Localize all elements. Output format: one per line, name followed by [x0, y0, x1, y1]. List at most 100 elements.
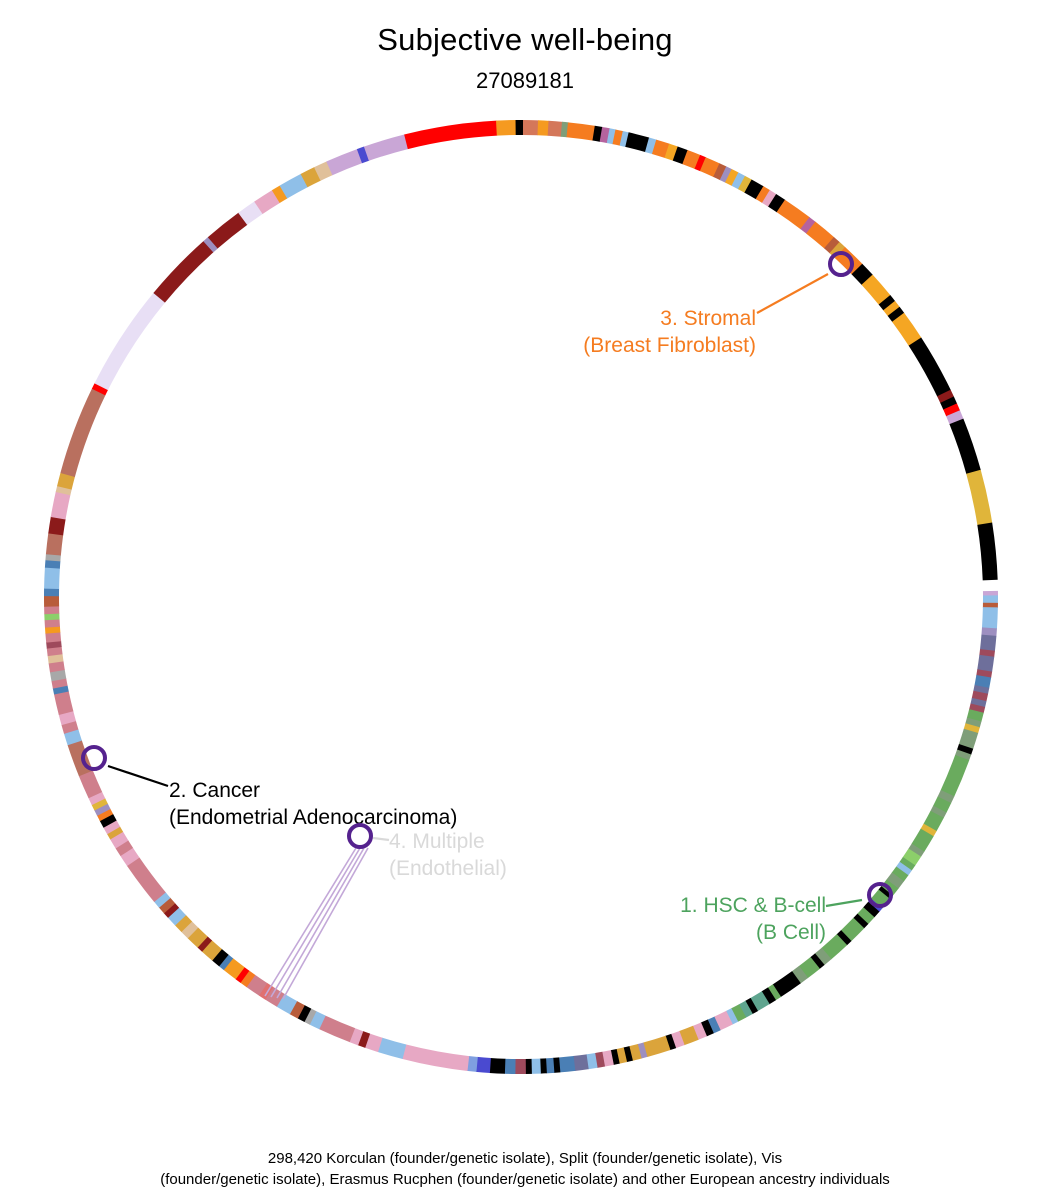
ring-segment[interactable] — [891, 866, 909, 882]
ring-segment[interactable] — [665, 1033, 677, 1051]
ring-segment[interactable] — [99, 813, 117, 828]
ring-segment[interactable] — [44, 605, 60, 615]
ring-segment[interactable] — [836, 930, 852, 946]
ring-segment[interactable] — [810, 953, 825, 970]
ring-segment[interactable] — [364, 1033, 383, 1053]
ring-segment[interactable] — [940, 755, 970, 797]
ring-segment[interactable] — [592, 125, 603, 142]
ring-segment[interactable] — [235, 966, 250, 983]
ring-segment[interactable] — [737, 175, 753, 193]
ring-segment[interactable] — [707, 1016, 721, 1034]
ring-segment[interactable] — [800, 217, 816, 234]
ring-segment[interactable] — [78, 770, 103, 799]
ring-segment[interactable] — [91, 382, 109, 396]
ring-segment[interactable] — [977, 654, 995, 673]
ring-segment[interactable] — [791, 965, 809, 984]
ring-segment[interactable] — [47, 653, 64, 664]
ring-segment[interactable] — [887, 306, 905, 323]
ring-segment[interactable] — [504, 1058, 516, 1074]
ring-segment[interactable] — [878, 295, 896, 311]
ring-segment[interactable] — [853, 913, 869, 929]
ring-segment[interactable] — [974, 675, 992, 689]
ring-segment[interactable] — [908, 843, 925, 858]
ring-segment[interactable] — [50, 491, 71, 520]
ring-segment[interactable] — [863, 901, 880, 918]
ring-segment[interactable] — [806, 221, 835, 249]
ring-segment[interactable] — [692, 1022, 707, 1040]
ring-segment[interactable] — [238, 201, 264, 225]
ring-segment[interactable] — [404, 120, 498, 150]
ring-segment[interactable] — [120, 847, 140, 867]
ring-segment[interactable] — [824, 236, 840, 254]
ring-segment[interactable] — [94, 803, 111, 816]
ring-segment[interactable] — [44, 626, 61, 634]
ring-segment[interactable] — [297, 1005, 312, 1023]
ring-segment[interactable] — [466, 1056, 478, 1072]
ring-segment[interactable] — [106, 826, 124, 840]
ring-segment[interactable] — [966, 469, 993, 526]
ring-segment[interactable] — [573, 1054, 589, 1071]
ring-segment[interactable] — [930, 805, 947, 819]
annotation-3[interactable]: 3. Stromal (Breast Fibroblast) — [583, 251, 854, 357]
ring-segment[interactable] — [203, 236, 219, 253]
annotation-4[interactable]: 4. Multiple (Endothelial) — [264, 823, 507, 1000]
ring-segment[interactable] — [768, 193, 786, 213]
ring-segment[interactable] — [982, 595, 999, 604]
ring-segment[interactable] — [314, 161, 333, 181]
ring-segment[interactable] — [943, 403, 961, 417]
ring-segment[interactable] — [545, 1057, 555, 1074]
annotation-1[interactable]: 1. HSC & B-cell (B Cell) — [680, 882, 893, 944]
ring-segment[interactable] — [44, 588, 60, 597]
ring-segment[interactable] — [731, 172, 746, 190]
ring-segment[interactable] — [558, 1056, 576, 1073]
ring-segment[interactable] — [109, 831, 129, 849]
ring-segment[interactable] — [566, 122, 596, 141]
ring-segment[interactable] — [496, 120, 517, 136]
ring-segment[interactable] — [300, 167, 322, 188]
ring-segment[interactable] — [525, 1058, 532, 1074]
ring-segment[interactable] — [902, 848, 922, 866]
annotation-2[interactable]: 2. Cancer (Endometrial Adenocarcinoma) — [81, 745, 457, 829]
ring-segment[interactable] — [560, 121, 569, 138]
ring-segment[interactable] — [91, 798, 108, 811]
ring-segment[interactable] — [586, 1053, 598, 1070]
ring-segment[interactable] — [48, 660, 65, 673]
ring-segment[interactable] — [163, 903, 180, 918]
ring-segment[interactable] — [279, 173, 309, 199]
ring-segment[interactable] — [53, 690, 74, 716]
ring-segment[interactable] — [94, 292, 166, 391]
ring-segment[interactable] — [197, 936, 213, 952]
ring-segment[interactable] — [475, 1056, 491, 1073]
ring-segment[interactable] — [899, 856, 916, 871]
ring-segment[interactable] — [776, 199, 810, 230]
ring-segment[interactable] — [911, 828, 934, 853]
ring-segment[interactable] — [46, 646, 63, 657]
ring-segment[interactable] — [515, 120, 524, 136]
ring-segment[interactable] — [979, 649, 995, 658]
ring-segment[interactable] — [923, 810, 944, 832]
ring-segment[interactable] — [45, 532, 64, 556]
ring-segment[interactable] — [725, 1008, 739, 1025]
ring-segment[interactable] — [599, 126, 611, 144]
ring-segment[interactable] — [167, 907, 187, 926]
ring-segment[interactable] — [963, 723, 980, 734]
ring-segment[interactable] — [88, 791, 106, 806]
ring-segment[interactable] — [895, 861, 912, 876]
ring-segment[interactable] — [965, 717, 982, 728]
ring-segment[interactable] — [489, 1057, 506, 1074]
ring-segment[interactable] — [46, 640, 62, 649]
ring-segment[interactable] — [174, 914, 193, 933]
ring-segment[interactable] — [357, 1031, 371, 1048]
ring-segment[interactable] — [956, 744, 974, 756]
ring-segment[interactable] — [937, 789, 955, 804]
ring-segment[interactable] — [153, 240, 214, 303]
ring-segment[interactable] — [514, 1058, 526, 1074]
highlight-ring-marker[interactable] — [81, 745, 107, 771]
ring-segment[interactable] — [303, 1008, 317, 1025]
ring-segment[interactable] — [377, 1037, 407, 1060]
ring-segment[interactable] — [44, 613, 60, 621]
ring-segment[interactable] — [664, 143, 679, 161]
ring-segment[interactable] — [840, 917, 865, 942]
ring-segment[interactable] — [55, 485, 72, 496]
ring-segment[interactable] — [218, 954, 234, 971]
